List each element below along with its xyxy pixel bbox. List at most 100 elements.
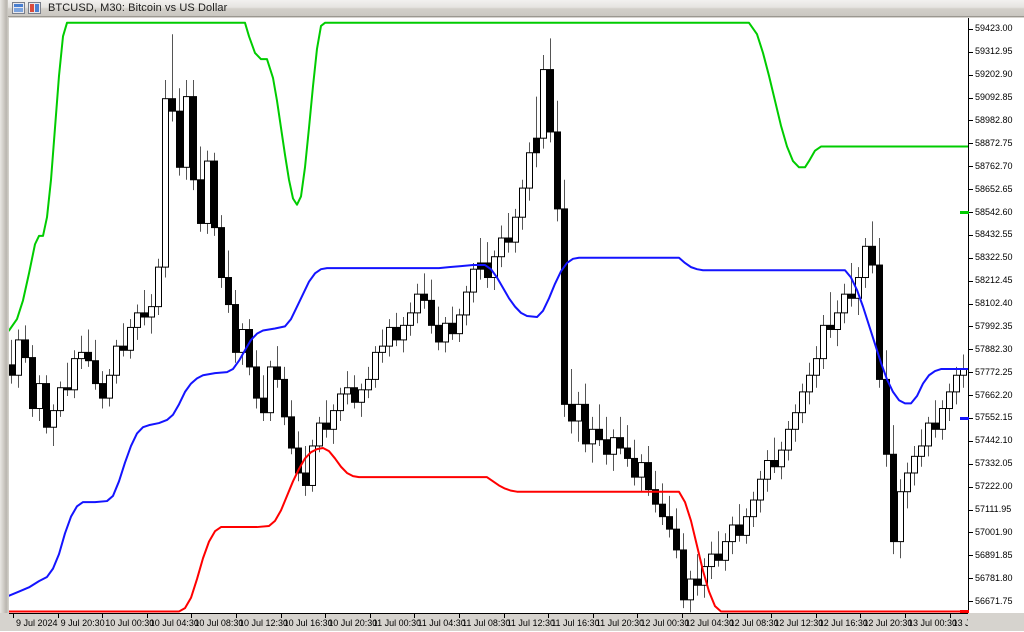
price-tick-mark [969,51,973,53]
time-tick-label: 12 Jul 08:30 [729,618,779,628]
time-tick-label: 12 Jul 12:30 [774,618,824,628]
indicator-icon[interactable] [28,2,41,14]
time-tick-mark [592,614,594,618]
left-scroll-strip[interactable] [0,0,9,631]
price-tick-mark [969,349,973,351]
price-tick-label: 57772.25 [975,366,1013,377]
price-tick-mark [969,578,973,580]
price-tick-label: 58872.75 [975,137,1013,148]
price-tick-label: 59312.95 [975,46,1013,57]
time-tick-mark [57,614,59,618]
time-tick-label: 10 Jul 00:30 [105,618,155,628]
time-tick-label: 10 Jul 16:30 [283,618,333,628]
price-tick-label: 57222.00 [975,481,1013,492]
price-tick-label: 56891.85 [975,549,1013,560]
price-tick-label: 59423.00 [975,23,1013,34]
price-tick-label: 58322.50 [975,252,1013,263]
time-tick-label: 9 Jul 2024 [16,618,58,628]
time-tick-mark [102,614,104,618]
time-tick-label: 12 Jul 20:30 [863,618,913,628]
price-tick-label: 58542.60 [975,206,1013,217]
time-tick-mark [815,614,817,618]
time-tick-label: 11 Jul 04:30 [417,618,466,628]
price-tick-mark [969,395,973,397]
price-tick-mark [969,372,973,374]
price-tick-label: 57442.10 [975,435,1013,446]
price-tick-label: 58102.40 [975,298,1013,309]
price-tick-label: 58432.55 [975,229,1013,240]
chart-window-icon[interactable] [12,2,25,14]
chart-title-bar: BTCUSD, M30: Bitcoin vs US Dollar [8,0,1024,17]
chart-plot-area[interactable] [9,18,968,613]
price-tick-label: 57882.30 [975,343,1013,354]
price-tick-mark [969,417,973,419]
time-tick-mark [949,614,951,618]
axis-corner-right [968,613,1024,631]
axis-corner-left [0,613,9,631]
price-tick-label: 58652.65 [975,183,1013,194]
price-tick-label: 58212.45 [975,275,1013,286]
time-tick-label: 11 Jul 20:30 [595,618,645,628]
time-tick-label: 13 Jul 00:30 [908,618,958,628]
time-axis[interactable]: 9 Jul 2024 9 Jul 20:30 10 Jul 00:30 10 Jul … [9,613,1024,631]
time-tick-label: 11 Jul 08:30 [462,618,511,628]
price-tick-label: 58762.70 [975,160,1013,171]
price-tick-label: 57001.90 [975,526,1013,537]
price-tick-mark [969,463,973,465]
time-tick-mark [905,614,906,618]
price-tick-mark [969,189,973,191]
price-tick-mark [969,166,973,168]
time-tick-mark [13,614,14,618]
price-tick-mark [969,257,973,259]
time-tick-mark [236,614,237,618]
price-tick-mark [969,28,973,30]
time-tick-mark [726,614,728,618]
price-tick-label: 56781.80 [975,572,1013,583]
price-tick-label: 56671.75 [975,595,1013,606]
time-tick-label: 11 Jul 16:30 [551,618,600,628]
time-tick-label: 10 Jul 20:30 [328,618,378,628]
price-tick-mark [969,601,973,603]
price-tick-mark [969,303,973,305]
price-tick-mark [969,532,973,534]
price-tick-mark [969,440,973,442]
price-axis[interactable]: 59423.00 59312.95 59202.90 59092.85 58982.80… [960,18,1024,613]
price-tick-mark [969,143,973,145]
time-tick-mark [771,614,773,618]
price-tick-mark [969,234,973,236]
price-tick-label: 57992.35 [975,320,1013,331]
upper-band-marker [960,211,969,214]
price-tick-label: 57552.15 [975,412,1013,423]
time-tick-label: 12 Jul 16:30 [818,618,868,628]
price-tick-mark [969,280,973,282]
chart-title-label: BTCUSD, M30: Bitcoin vs US Dollar [48,2,228,14]
time-tick-label: 11 Jul 12:30 [506,618,555,628]
time-tick-label: 10 Jul 08:30 [194,618,244,628]
price-tick-mark [969,212,973,213]
price-tick-mark [969,555,973,557]
time-tick-label: 12 Jul 00:30 [640,618,690,628]
lower-band-line [9,447,968,613]
mid-band-line [9,256,968,597]
price-tick-mark [969,326,973,328]
time-tick-label: 12 Jul 04:30 [685,618,735,628]
time-tick-mark [280,614,282,618]
price-tick-label: 57111.95 [975,504,1012,514]
mid-band-marker [960,416,969,420]
price-tick-mark [969,486,973,488]
price-tick-label: 57662.20 [975,389,1013,400]
price-tick-label: 59202.90 [975,69,1013,80]
lower-band-marker [960,609,969,613]
time-tick-mark [548,614,550,618]
price-tick-label: 59092.85 [975,92,1013,103]
time-tick-mark [414,614,416,618]
price-tick-mark [969,97,973,99]
time-tick-mark [191,614,193,618]
price-tick-mark [969,74,973,76]
time-tick-mark [637,614,639,618]
time-tick-mark [682,614,683,618]
time-tick-mark [503,614,505,618]
time-tick-label: 10 Jul 12:30 [239,618,289,628]
time-tick-label: 10 Jul 04:30 [149,618,199,628]
